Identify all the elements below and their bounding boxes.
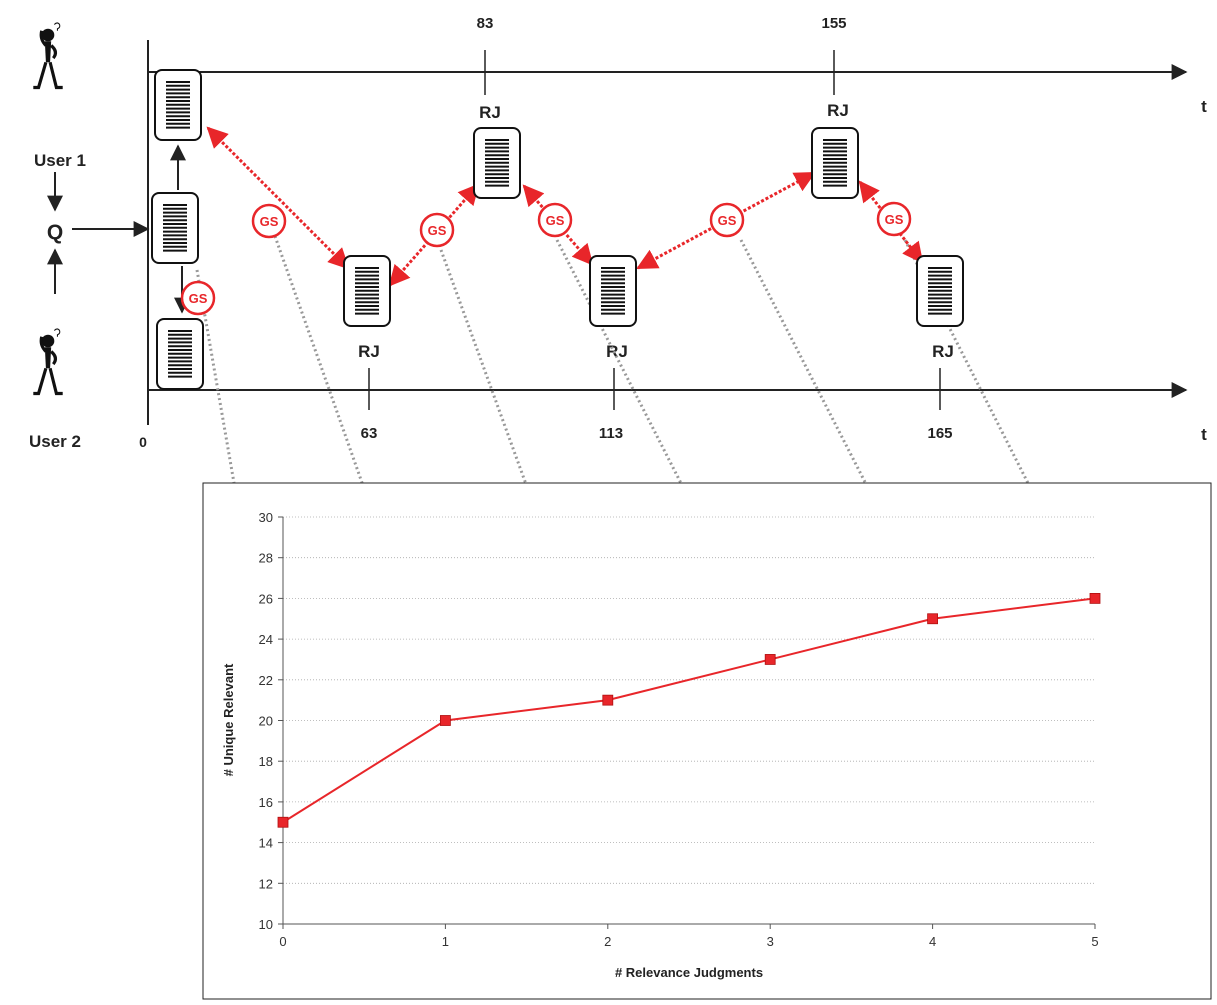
doc-rj-83-icon — [473, 127, 521, 199]
tick-label-113: 113 — [599, 425, 623, 442]
chart-x-tick-labels: 0 1 2 3 4 5 — [279, 934, 1098, 949]
gs-marker-1: GS — [251, 203, 287, 239]
user2-figure-icon — [31, 327, 65, 396]
timeline-axes — [147, 40, 1188, 425]
data-point-4 — [927, 613, 938, 625]
time-label-bottom: t — [1201, 425, 1207, 444]
chart-y-tick-labels: 10 12 14 16 18 20 22 24 26 28 30 — [259, 510, 273, 932]
time-origin-label: 0 — [139, 434, 147, 450]
gs-label: GS — [885, 212, 904, 227]
doc-rj-155-icon — [811, 127, 859, 199]
x-tick-label-4: 4 — [929, 934, 936, 949]
doc-query-icon — [151, 192, 199, 264]
gs-label: GS — [428, 223, 447, 238]
y-tick-label-16: 16 — [259, 795, 273, 810]
chart-series-line — [282, 597, 1096, 824]
x-tick-label-5: 5 — [1091, 934, 1098, 949]
doc-user2-initial-icon — [156, 318, 204, 390]
chart-y-axis-title: # Unique Relevant — [221, 663, 236, 776]
rj-label-155: RJ — [827, 101, 849, 120]
gs-markers: GS GS GS GS GS GS — [180, 201, 912, 316]
data-point-2 — [602, 694, 614, 706]
doc-rj-165-icon — [916, 255, 964, 327]
user1-figure-icon — [31, 21, 65, 90]
gs-marker-3: GS — [537, 202, 573, 238]
gs-marker-4: GS — [709, 202, 745, 238]
data-point-0 — [277, 816, 289, 828]
data-point-5 — [1089, 593, 1101, 604]
chart-x-axis-title: # Relevance Judgments — [615, 965, 763, 980]
doc-user1-initial-icon — [154, 69, 202, 141]
doc-rj-113-icon — [589, 255, 637, 327]
y-tick-label-26: 26 — [259, 591, 273, 606]
x-tick-label-1: 1 — [442, 934, 449, 949]
user2-label: User 2 — [29, 432, 81, 451]
query-label: Q — [47, 221, 63, 244]
documents — [151, 69, 964, 390]
gs-label: GS — [546, 213, 565, 228]
gs-label: GS — [189, 291, 208, 306]
rj-label-113: RJ — [606, 342, 628, 361]
y-tick-label-22: 22 — [259, 673, 273, 688]
gs-marker-0: GS — [180, 280, 216, 316]
y-tick-label-28: 28 — [259, 551, 273, 566]
rj-label-165: RJ — [932, 342, 954, 361]
y-tick-label-10: 10 — [259, 917, 273, 932]
chart-data-points — [277, 593, 1101, 828]
rj-label-83: RJ — [479, 103, 501, 122]
y-tick-label-24: 24 — [259, 632, 273, 647]
y-tick-label-20: 20 — [259, 714, 273, 729]
data-point-1 — [439, 715, 451, 726]
doc-rj-63-icon — [343, 255, 391, 327]
gs-marker-5: GS — [876, 201, 912, 237]
x-tick-label-3: 3 — [767, 934, 774, 949]
y-tick-label-30: 30 — [259, 510, 273, 525]
tick-label-83: 83 — [477, 15, 494, 32]
user1-label: User 1 — [34, 151, 86, 170]
gs-label: GS — [260, 214, 279, 229]
gs-marker-2: GS — [419, 212, 455, 248]
y-tick-label-12: 12 — [259, 876, 273, 891]
x-tick-label-0: 0 — [279, 934, 286, 949]
data-point-3 — [764, 654, 776, 665]
rj-label-63: RJ — [358, 342, 380, 361]
x-tick-label-2: 2 — [604, 934, 611, 949]
tick-label-63: 63 — [361, 425, 378, 442]
y-tick-label-18: 18 — [259, 754, 273, 769]
tick-label-155: 155 — [821, 15, 846, 32]
chart-frame — [202, 482, 1212, 1000]
gs-label: GS — [718, 213, 737, 228]
time-label-top: t — [1201, 97, 1207, 116]
y-tick-label-14: 14 — [259, 836, 273, 851]
tick-label-165: 165 — [927, 425, 952, 442]
timeline-labels: User 1 User 2 Q t t 0 83 155 63 113 165 … — [29, 15, 1207, 451]
